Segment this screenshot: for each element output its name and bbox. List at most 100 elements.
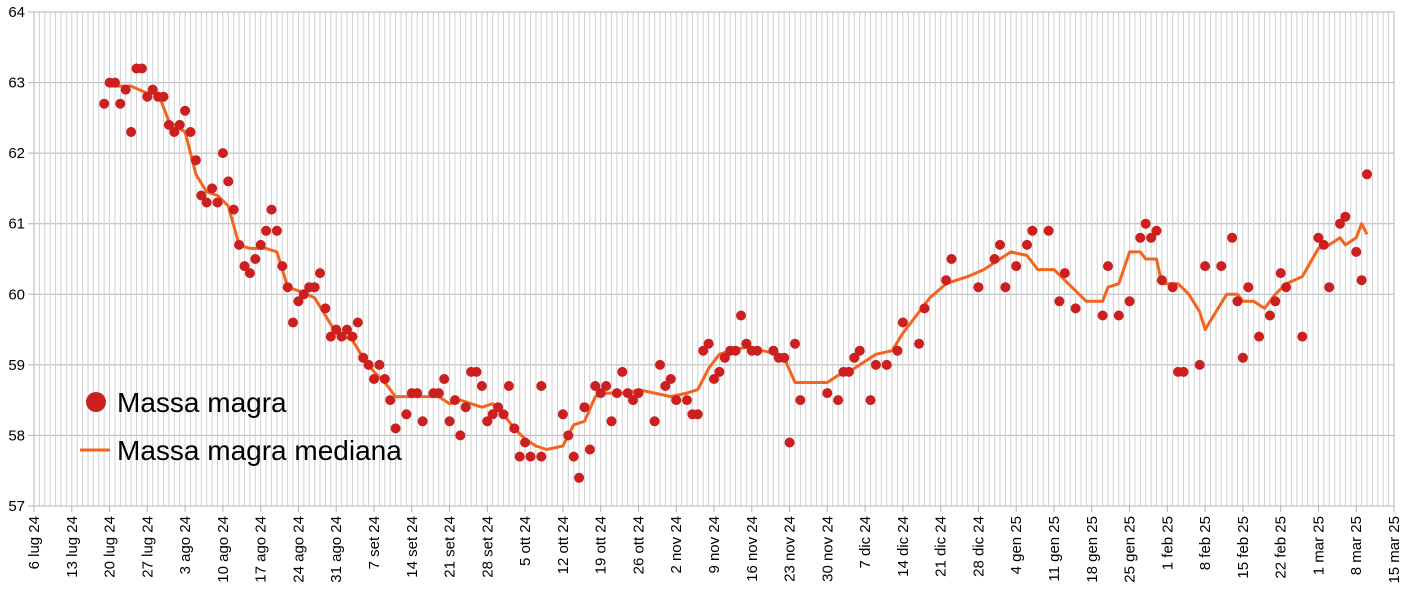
x-tick-label: 11 gen 25 <box>1046 516 1063 582</box>
data-point <box>870 359 881 370</box>
x-tick-label: 17 ago 24 <box>253 516 270 583</box>
data-point <box>1043 225 1054 236</box>
data-point <box>174 119 185 130</box>
data-point <box>1200 261 1211 272</box>
data-point <box>843 366 854 377</box>
data-point <box>498 409 509 420</box>
data-point <box>671 395 682 406</box>
x-tick-label: 28 set 24 <box>479 516 496 578</box>
data-point <box>358 352 369 363</box>
axes <box>28 11 1395 512</box>
data-point <box>989 254 1000 264</box>
data-point <box>266 204 277 215</box>
data-point <box>503 381 514 391</box>
x-tick-label: 19 ott 24 <box>593 516 610 574</box>
data-point <box>120 84 131 95</box>
data-point <box>293 296 304 307</box>
data-point <box>493 402 504 413</box>
plot-area-border <box>33 11 1395 507</box>
data-point <box>1243 282 1254 293</box>
data-point <box>385 395 396 406</box>
data-point <box>439 374 450 384</box>
data-point <box>163 119 174 130</box>
data-point <box>374 359 385 370</box>
data-point <box>1151 225 1162 236</box>
x-tick-label: 16 nov 24 <box>744 516 761 582</box>
data-point <box>779 352 790 363</box>
data-point <box>1356 275 1367 286</box>
data-point <box>536 451 547 462</box>
data-point <box>271 225 282 236</box>
data-point <box>363 359 374 370</box>
data-point <box>617 366 628 377</box>
data-point <box>244 268 255 279</box>
data-point <box>660 381 671 391</box>
data-point <box>147 84 158 95</box>
data-point <box>288 317 298 328</box>
data-point <box>509 423 520 434</box>
data-point <box>854 345 865 356</box>
x-tick-label: 12 ott 24 <box>555 516 572 574</box>
data-point <box>217 148 228 159</box>
x-tick-label: 9 nov 24 <box>706 516 723 574</box>
data-point <box>665 374 676 384</box>
data-point <box>946 254 957 264</box>
x-tick-label: 4 gen 25 <box>1008 516 1025 574</box>
data-point <box>682 395 692 406</box>
data-point <box>1054 296 1065 307</box>
x-tick-label: 31 ago 24 <box>328 516 345 583</box>
data-point <box>833 395 844 406</box>
data-point <box>714 366 725 377</box>
x-tick-label: 8 feb 25 <box>1197 516 1214 570</box>
data-point <box>1113 310 1124 321</box>
data-point <box>649 416 660 427</box>
data-point <box>331 324 342 335</box>
y-tick-label: 57 <box>8 498 25 515</box>
data-point <box>223 176 234 187</box>
x-tick-label: 6 lug 24 <box>26 516 43 569</box>
data-point <box>180 105 191 116</box>
x-tick-label: 23 nov 24 <box>782 516 799 582</box>
data-point <box>255 239 266 250</box>
x-tick-label: 21 set 24 <box>442 516 459 578</box>
x-tick-label: 1 mar 25 <box>1310 516 1327 575</box>
data-point <box>1275 268 1286 279</box>
data-point <box>601 381 612 391</box>
data-point <box>892 345 903 356</box>
data-point <box>822 388 833 399</box>
data-point <box>142 91 153 102</box>
data-point <box>190 155 201 166</box>
data-point <box>1351 246 1362 257</box>
data-point <box>228 204 239 215</box>
data-point <box>207 183 218 194</box>
data-point <box>1216 261 1227 272</box>
x-axis-tick-labels: 6 lug 24 13 lug 24 20 lug 24 27 lug 24 3 ago… <box>26 516 1403 584</box>
data-point <box>584 444 595 455</box>
data-point <box>450 395 460 406</box>
data-point <box>482 416 493 427</box>
data-point <box>487 409 498 420</box>
data-point <box>563 430 574 441</box>
x-tick-label: 28 dic 24 <box>970 516 987 577</box>
data-point <box>455 430 466 441</box>
data-point <box>1254 331 1265 342</box>
data-point <box>1227 232 1238 243</box>
scatter-series <box>99 63 1372 483</box>
data-point <box>401 409 412 420</box>
data-point <box>325 331 336 342</box>
x-tick-label: 25 gen 25 <box>1122 516 1139 583</box>
x-tick-label: 24 ago 24 <box>290 516 307 583</box>
x-tick-label: 15 mar 25 <box>1386 516 1403 584</box>
data-point <box>169 127 180 137</box>
data-point <box>212 197 223 208</box>
data-point <box>196 190 207 201</box>
x-tick-label: 10 ago 24 <box>215 516 232 583</box>
data-point <box>574 472 585 483</box>
x-tick-label: 27 lug 24 <box>139 516 156 578</box>
data-point <box>1167 282 1178 293</box>
data-point <box>865 395 876 406</box>
data-point <box>347 331 358 342</box>
data-point <box>250 254 261 264</box>
data-point <box>1103 261 1113 272</box>
